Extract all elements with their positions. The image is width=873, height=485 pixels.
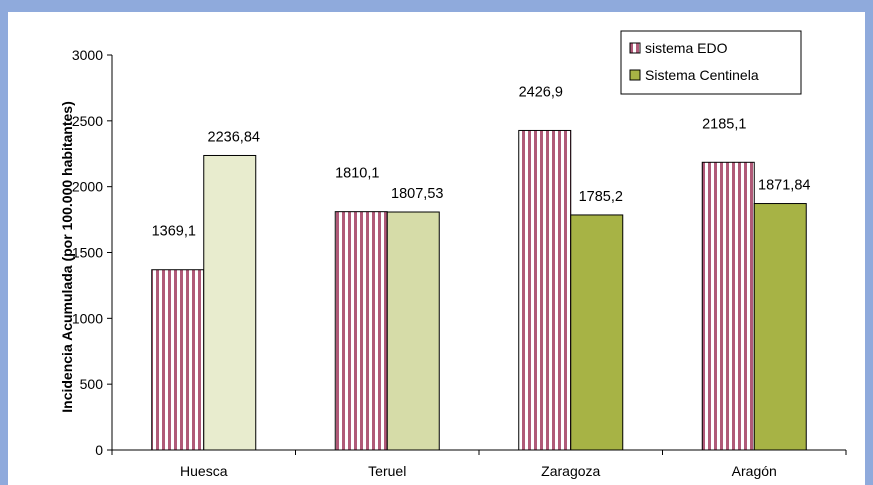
data-label-centinela: 1807,53	[391, 186, 443, 202]
legend-swatch-edo	[630, 43, 640, 53]
data-label-centinela: 1871,84	[758, 178, 810, 194]
bar-centinela	[571, 215, 623, 450]
y-tick-label: 0	[95, 442, 103, 458]
y-tick-label: 1500	[72, 245, 103, 261]
legend-label-edo: sistema EDO	[645, 40, 728, 56]
y-tick-label: 2500	[72, 113, 103, 129]
bar-centinela	[754, 204, 806, 450]
y-tick-label: 3000	[72, 47, 103, 63]
data-label-edo: 2426,9	[519, 84, 563, 100]
legend-label-centinela: Sistema Centinela	[645, 67, 759, 83]
data-label-centinela: 2236,84	[208, 129, 260, 145]
x-tick-label: Zaragoza	[541, 463, 600, 479]
x-tick-label: Aragón	[732, 463, 777, 479]
data-label-edo: 2185,1	[702, 116, 746, 132]
y-axis-title: Incidencia Acumulada (por 100.000 habita…	[59, 101, 75, 412]
x-axis: Huesca Teruel Zaragoza Aragón	[112, 450, 846, 479]
bar-centinela	[387, 212, 439, 450]
legend-swatch-centinela	[630, 70, 640, 80]
data-label-edo: 1369,1	[152, 224, 196, 240]
y-tick-label: 2000	[72, 179, 103, 195]
bar-edo	[152, 270, 204, 450]
x-tick-label: Huesca	[180, 463, 228, 479]
y-tick-label: 500	[80, 376, 104, 392]
data-label-centinela: 1785,2	[579, 189, 623, 205]
bar-edo	[335, 212, 387, 450]
bars	[152, 130, 807, 450]
bar-centinela	[204, 155, 256, 450]
x-tick-label: Teruel	[368, 463, 406, 479]
data-label-edo: 1810,1	[335, 166, 379, 182]
y-axis: 0 500 1000 1500 2000 2500 3000	[72, 47, 112, 458]
bar-edo	[519, 130, 571, 450]
y-tick-label: 1000	[72, 310, 103, 326]
legend: sistema EDO Sistema Centinela	[621, 31, 801, 94]
bar-edo	[702, 162, 754, 450]
